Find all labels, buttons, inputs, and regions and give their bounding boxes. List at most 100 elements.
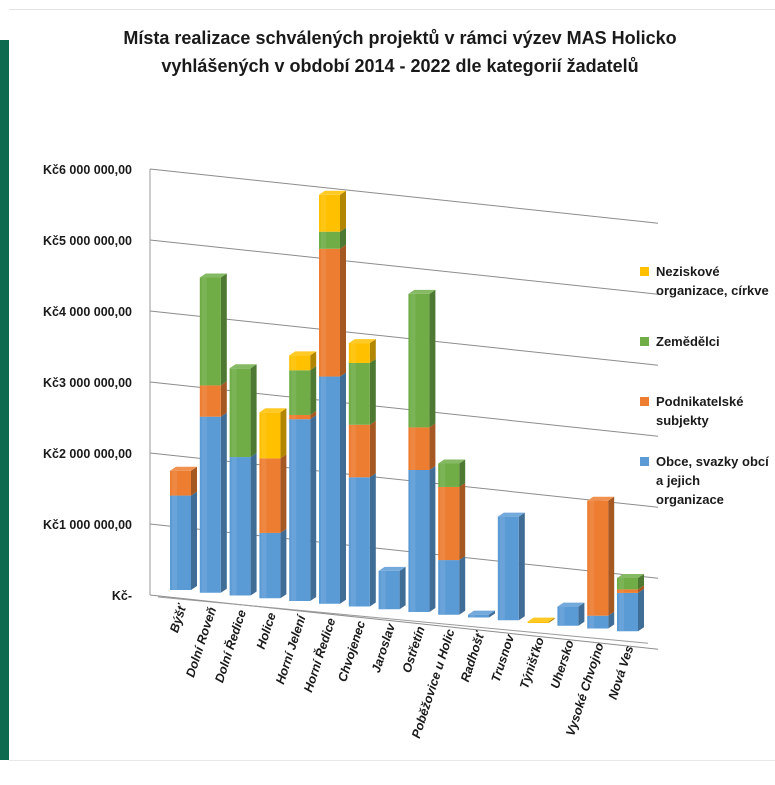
legend-label-lines: Neziskové organizace, církve bbox=[656, 264, 769, 298]
bar-highlight-8-1 bbox=[380, 570, 386, 610]
bar-segment-1-1 bbox=[170, 495, 191, 590]
bar-side-6-3 bbox=[340, 227, 346, 249]
bar-segment-15-2 bbox=[587, 500, 609, 616]
bar-highlight-6-1 bbox=[321, 376, 326, 604]
bar-segment-4-2 bbox=[259, 458, 281, 533]
bar-segment-9-3 bbox=[408, 293, 430, 428]
bar-side-2-2 bbox=[220, 381, 227, 417]
bar-highlight-6-3 bbox=[321, 231, 326, 249]
legend-label-lines: Zemědělci bbox=[656, 334, 720, 349]
bar-highlight-1-2 bbox=[172, 470, 177, 496]
bar-highlight-4-1 bbox=[261, 532, 267, 599]
bar-segment-10-1 bbox=[438, 560, 460, 615]
bar-top-6 bbox=[319, 190, 346, 195]
chart-title: Místa realizace schválených projektů v r… bbox=[70, 24, 730, 80]
bar-segment-6-2 bbox=[319, 248, 340, 377]
x-tick-label-14: Uhersko bbox=[548, 638, 577, 690]
bar-segment-9-1 bbox=[408, 470, 430, 612]
bar-segment-15-1 bbox=[587, 615, 609, 629]
bar-highlight-2-2 bbox=[201, 385, 207, 417]
bar-highlight-15-2 bbox=[589, 500, 595, 616]
bar-top-9 bbox=[408, 289, 436, 294]
bar-side-7-2 bbox=[369, 420, 376, 478]
bar-side-15-1 bbox=[608, 611, 615, 629]
bar-highlight-5-3 bbox=[291, 370, 297, 415]
bar-highlight-7-4 bbox=[350, 343, 356, 363]
bar-highlight-6-4 bbox=[321, 194, 326, 232]
bar-top-7 bbox=[348, 339, 376, 344]
y-tick-label: Kč5 000 000,00 bbox=[43, 234, 132, 248]
bar-side-16-2 bbox=[638, 585, 644, 593]
bar-highlight-5-1 bbox=[291, 419, 297, 601]
bar-highlight-7-2 bbox=[350, 424, 356, 478]
bar-highlight-3-1 bbox=[231, 457, 237, 596]
top-border bbox=[9, 9, 775, 10]
bar-top-8 bbox=[378, 566, 406, 571]
bar-side-3-3 bbox=[250, 364, 257, 458]
chart-title-line-1: Místa realizace schválených projektů v r… bbox=[123, 28, 677, 48]
x-tick-label-11: Radhošť bbox=[458, 629, 488, 684]
bar-highlight-10-2 bbox=[440, 486, 446, 561]
bar-side-9-2 bbox=[429, 423, 436, 470]
bar-segment-5-2 bbox=[289, 414, 311, 420]
bar-highlight-2-3 bbox=[201, 277, 207, 386]
bar-top-14 bbox=[557, 602, 585, 607]
bar-side-12-1 bbox=[518, 512, 525, 621]
bar-segment-10-3 bbox=[438, 463, 460, 487]
bar-side-16-3 bbox=[638, 574, 644, 590]
bar-segment-14-1 bbox=[557, 606, 579, 626]
bar-highlight-2-1 bbox=[201, 416, 207, 593]
bar-segment-8-1 bbox=[378, 570, 400, 610]
bar-segment-2-3 bbox=[199, 277, 221, 386]
bar-top-3 bbox=[229, 364, 257, 369]
bar-side-2-1 bbox=[220, 412, 227, 593]
bar-highlight-5-2 bbox=[291, 414, 297, 420]
bar-side-5-4 bbox=[310, 351, 317, 371]
bar-segment-9-2 bbox=[408, 427, 430, 470]
bar-segment-10-2 bbox=[438, 486, 460, 561]
bar-highlight-16-1 bbox=[619, 592, 624, 632]
legend-swatch bbox=[640, 267, 649, 276]
bar-highlight-4-2 bbox=[261, 458, 267, 533]
bar-side-9-3 bbox=[429, 289, 436, 428]
bar-highlight-14-1 bbox=[559, 606, 565, 626]
bar-segment-3-1 bbox=[229, 457, 251, 596]
bar-segment-11-1 bbox=[468, 614, 489, 618]
bar-top-16 bbox=[617, 574, 644, 578]
bar-side-13-4 bbox=[548, 617, 555, 623]
bar-side-16-1 bbox=[638, 588, 644, 632]
bar-side-6-2 bbox=[340, 244, 346, 377]
y-axis-labels: Kč- Kč1 000 000,00 Kč2 000 000,00 Kč3 000 0… bbox=[43, 163, 132, 603]
axes bbox=[149, 169, 649, 644]
bar-segment-13-4 bbox=[527, 621, 549, 623]
bar-highlight-3-3 bbox=[231, 368, 237, 458]
bar-highlight-11-1 bbox=[470, 614, 475, 618]
bar-side-8-1 bbox=[399, 566, 406, 610]
bar-highlight-10-1 bbox=[440, 560, 446, 615]
bar-top-13 bbox=[527, 617, 555, 622]
x-tick-label-7: Chvojenec bbox=[335, 619, 368, 683]
x-tick-label-3: Dolní Ředice bbox=[211, 608, 249, 685]
bar-side-5-3 bbox=[310, 366, 317, 415]
bar-side-14-1 bbox=[578, 602, 585, 626]
bar-side-4-2 bbox=[280, 454, 287, 533]
bar-top-4 bbox=[259, 408, 287, 413]
bar-top-11 bbox=[468, 610, 495, 615]
x-tick-label-4: Holice bbox=[254, 611, 279, 651]
bar-side-10-1 bbox=[459, 556, 466, 615]
bar-segment-4-1 bbox=[259, 532, 281, 599]
y-tick-label: Kč1 000 000,00 bbox=[43, 518, 132, 532]
bar-highlight-9-3 bbox=[410, 293, 416, 428]
bar-top-1 bbox=[170, 466, 197, 471]
x-tick-label-8: Jaroslav bbox=[369, 621, 398, 675]
bar-top-2 bbox=[199, 273, 227, 278]
bar-segment-6-1 bbox=[319, 376, 340, 604]
y-tick-label: Kč3 000 000,00 bbox=[43, 376, 132, 390]
bar-segment-6-4 bbox=[319, 194, 340, 232]
bar-side-5-1 bbox=[310, 415, 317, 601]
bar-top-5 bbox=[289, 351, 317, 356]
bar-highlight-1-1 bbox=[172, 495, 177, 590]
bar-highlight-7-1 bbox=[350, 477, 356, 607]
x-tick-label-6: Horní Ředice bbox=[300, 616, 338, 694]
bars bbox=[170, 190, 644, 632]
